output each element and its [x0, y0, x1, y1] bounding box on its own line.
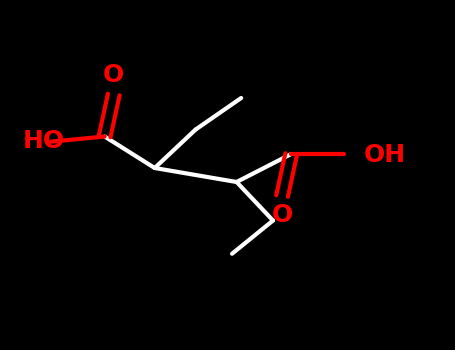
- Text: O: O: [103, 63, 124, 87]
- Text: OH: OH: [364, 144, 406, 167]
- Text: HO: HO: [23, 129, 65, 153]
- Text: O: O: [272, 203, 293, 227]
